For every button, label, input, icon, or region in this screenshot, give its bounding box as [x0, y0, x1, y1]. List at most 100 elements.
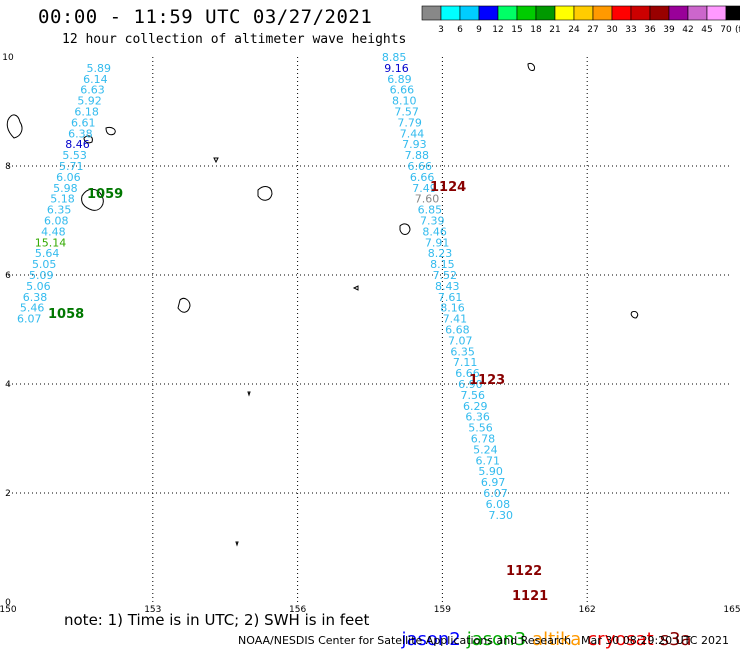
- swh-label: 15.14: [35, 236, 67, 249]
- swh-label: 5.89: [86, 62, 111, 75]
- swh-label: 6.90: [458, 378, 483, 391]
- y-tick-label: 6: [5, 271, 11, 281]
- swh-label: 6.66: [410, 171, 435, 184]
- buoy-labels: 1059 1058 1124 1123 1122 1121: [48, 180, 548, 604]
- legend-label: 15: [511, 25, 522, 35]
- legend-swatch: [497, 5, 518, 21]
- swh-label: 5.06: [26, 280, 51, 293]
- swh-label: 7.88: [405, 149, 430, 162]
- swh-label: 7.52: [433, 269, 458, 282]
- credit-line: NOAA/NESDIS Center for Satellite Applica…: [238, 634, 572, 647]
- swh-label: 6.35: [450, 345, 475, 358]
- legend-label: 24: [568, 25, 580, 35]
- swh-label: 8.85: [382, 51, 407, 64]
- legend-swatch: [630, 5, 651, 21]
- swh-label: 8.23: [428, 247, 453, 260]
- buoy-id-label: 1122: [506, 564, 542, 579]
- swh-label: 5.56: [468, 422, 493, 435]
- swh-label: 6.18: [74, 106, 99, 119]
- swh-label: 8.43: [435, 280, 460, 293]
- legend-swatch: [649, 5, 670, 21]
- y-tick-label: 8: [5, 162, 11, 172]
- x-tick-label: 153: [144, 605, 161, 615]
- satellite-s3a: s3a: [659, 629, 692, 650]
- swh-label: 6.36: [465, 411, 490, 424]
- y-tick-label: 2: [5, 489, 11, 499]
- swh-label: 8.15: [430, 258, 455, 271]
- satellite-jason3: jason3: [466, 629, 527, 650]
- swh-label: 6.38: [68, 127, 93, 140]
- coastlines: [6, 63, 639, 547]
- swh-label: 6.63: [80, 84, 105, 97]
- axis-tick-labels: 150 153 156 159 162 165 0 2 4 6 8 10: [0, 53, 740, 615]
- legend-label: 18: [530, 25, 542, 35]
- legend-swatch: [516, 5, 537, 21]
- swh-label: 6.38: [23, 291, 48, 304]
- swh-label: 5.92: [77, 95, 102, 108]
- island-outline: [81, 188, 104, 211]
- swh-label: 6.14: [83, 73, 108, 86]
- swh-label: 6.29: [463, 400, 488, 413]
- swh-label: 7.93: [402, 138, 427, 151]
- page-subtitle: 12 hour collection of altimeter wave hei…: [62, 32, 407, 47]
- satellite-key: jason2 jason3 altika cryosat s3a: [390, 608, 698, 650]
- units-note: note: 1) Time is in UTC; 2) SWH is in fe…: [64, 611, 370, 629]
- swh-label: 7.91: [425, 236, 450, 249]
- swh-label: 9.16: [384, 62, 409, 75]
- satellite-altika: altika: [532, 629, 582, 650]
- swh-label: 7.49: [412, 182, 437, 195]
- legend-swatch: [611, 5, 632, 21]
- swh-label: 5.18: [50, 193, 75, 206]
- island-outline: [247, 391, 251, 397]
- island-outline: [105, 127, 116, 136]
- swh-label: 6.66: [390, 84, 415, 97]
- legend-label: 21: [549, 25, 560, 35]
- legend-swatch: [592, 5, 613, 21]
- island-outline: [177, 297, 191, 313]
- y-tick-label: 10: [2, 53, 14, 63]
- swh-label: 6.71: [476, 454, 501, 467]
- satellite-jason2: jason2: [401, 629, 461, 650]
- buoy-id-label: 1121: [512, 589, 548, 604]
- buoy-id-label: 1058: [48, 307, 84, 322]
- satellite-tracks: 5.896.146.635.926.186.616.388.465.535.71…: [17, 51, 513, 522]
- legend-label: 9: [476, 25, 482, 35]
- swh-label: 8.46: [422, 225, 447, 238]
- island-outline: [399, 223, 411, 235]
- island-outline: [352, 285, 359, 291]
- y-tick-label: 0: [5, 598, 11, 608]
- satellite-cryosat: cryosat: [587, 629, 654, 650]
- y-tick-label: 4: [5, 380, 11, 390]
- map-grid: [8, 57, 732, 602]
- legend-swatch: [687, 5, 708, 21]
- legend-label: 12: [492, 25, 503, 35]
- swh-label: 8.16: [440, 302, 465, 315]
- swh-label: 6.06: [56, 171, 81, 184]
- swh-label: 6.78: [471, 433, 496, 446]
- x-tick-label: 156: [289, 605, 306, 615]
- swh-label: 6.07: [483, 487, 508, 500]
- swh-label: 5.64: [35, 247, 60, 260]
- legend-label: 27: [587, 25, 598, 35]
- legend-swatch: [668, 5, 689, 21]
- swh-label: 6.35: [47, 204, 72, 217]
- legend-swatch: [573, 5, 594, 21]
- legend-label: 36: [644, 25, 656, 35]
- x-tick-label: 162: [579, 605, 596, 615]
- legend-label: 42: [682, 25, 693, 35]
- swh-label: 6.66: [455, 367, 480, 380]
- generated-timestamp: Mar 30 08:29:20 UTC 2021: [581, 634, 729, 647]
- legend-swatch: [478, 5, 499, 21]
- island-outline: [630, 311, 639, 319]
- legend-swatch: [440, 5, 461, 21]
- swh-label: 6.61: [71, 116, 96, 129]
- swh-label: 6.97: [481, 476, 506, 489]
- legend-unit: (ft): [735, 25, 740, 35]
- x-tick-label: 150: [0, 605, 17, 615]
- legend-label: 6: [457, 25, 463, 35]
- swh-label: 7.56: [461, 389, 486, 402]
- swh-label: 7.57: [394, 106, 419, 119]
- swh-label: 8.10: [392, 95, 417, 108]
